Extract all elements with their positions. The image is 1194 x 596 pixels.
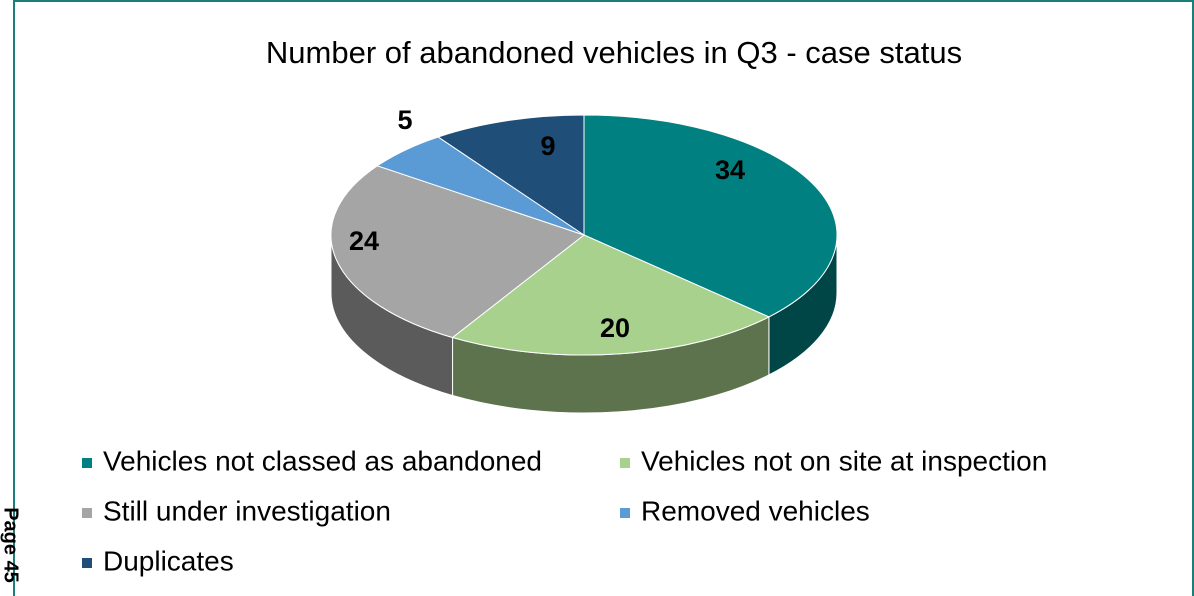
legend-label: Vehicles not classed as abandoned [103, 445, 542, 476]
pie-slice [451, 234, 771, 356]
legend-swatch [82, 558, 92, 568]
pie-slice [330, 165, 586, 339]
legend-swatch [620, 458, 630, 468]
legend-swatch [82, 458, 92, 468]
legend-label: Still under investigation [103, 495, 391, 526]
legend-label: Vehicles not on site at inspection [641, 445, 1047, 476]
legend-swatch [620, 508, 630, 518]
pie-slice [583, 114, 838, 318]
data-label: 20 [600, 313, 630, 343]
data-label: 5 [397, 105, 412, 135]
data-label: 9 [540, 131, 555, 161]
page-label: Page 45 [0, 507, 22, 583]
legend-label: Removed vehicles [641, 495, 870, 526]
pie-slice [436, 114, 585, 236]
legend-label: Duplicates [103, 545, 234, 576]
chart-border [13, 0, 1194, 596]
data-label: 34 [715, 155, 745, 185]
chart-title: Number of abandoned vehicles in Q3 - cas… [266, 35, 962, 70]
legend-swatch [82, 508, 92, 518]
data-label: 24 [349, 226, 379, 256]
